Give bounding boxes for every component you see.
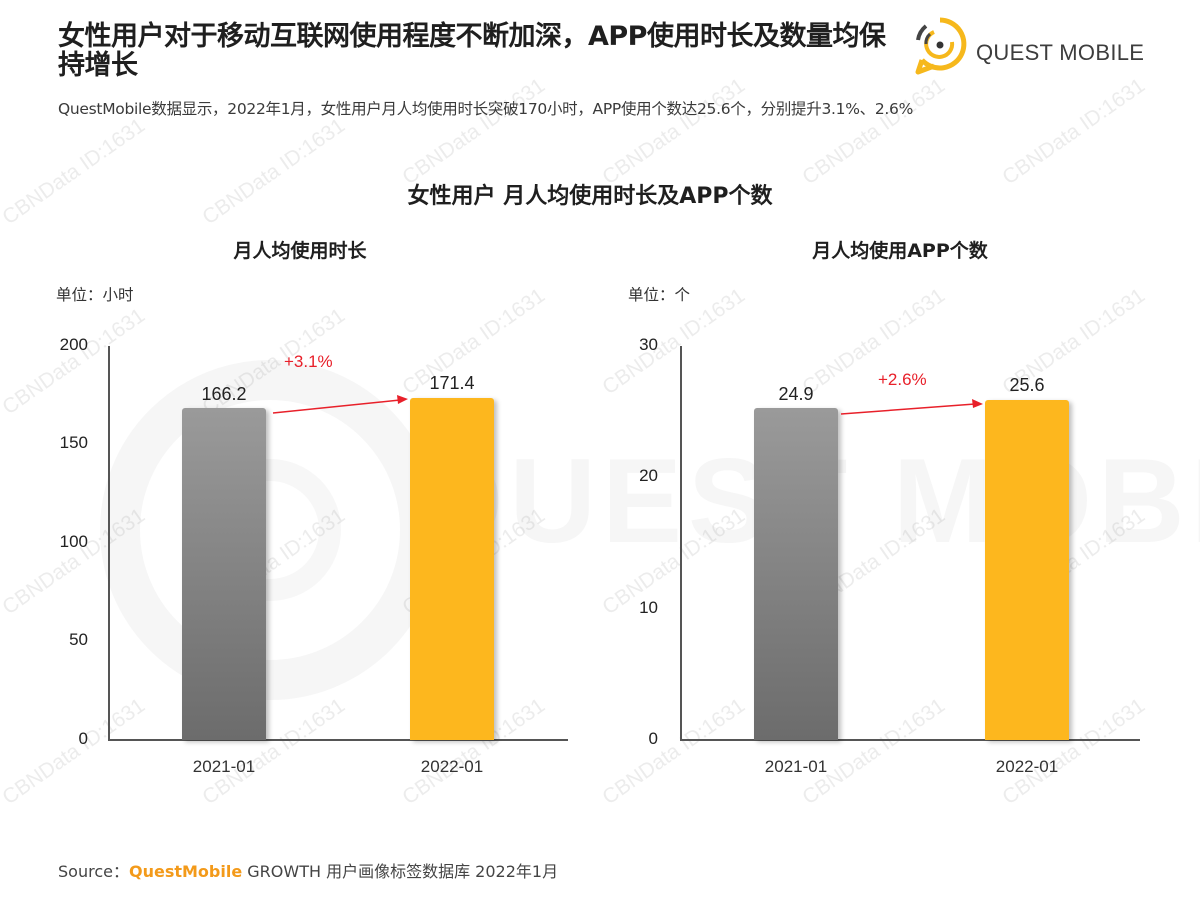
x-label: 2022-01 bbox=[995, 757, 1059, 776]
y-tick: 100 bbox=[59, 532, 88, 551]
y-tick: 50 bbox=[69, 630, 88, 649]
bar-2022-01 bbox=[410, 398, 494, 740]
y-axis bbox=[680, 346, 682, 740]
x-label: 2021-01 bbox=[764, 757, 828, 776]
y-tick: 30 bbox=[639, 335, 658, 354]
bar-2021-01 bbox=[754, 408, 838, 740]
unit-label: 单位：小时 bbox=[56, 286, 134, 304]
x-axis bbox=[108, 739, 568, 741]
y-tick: 0 bbox=[78, 729, 88, 748]
bar-value-label: 25.6 bbox=[1009, 375, 1045, 395]
y-tick: 20 bbox=[639, 466, 658, 485]
panel-title: 月人均使用时长 bbox=[233, 240, 367, 262]
y-tick: 200 bbox=[59, 335, 88, 354]
source-rest: GROWTH 用户画像标签数据库 2022年1月 bbox=[242, 862, 559, 881]
source-brand: QuestMobile bbox=[128, 862, 243, 881]
source-note: Source：QuestMobile GROWTH 用户画像标签数据库 2022… bbox=[58, 858, 558, 882]
panel-title: 月人均使用APP个数 bbox=[812, 240, 988, 262]
y-tick: 0 bbox=[648, 729, 658, 748]
page-subtitle: QuestMobile数据显示，2022年1月，女性用户月人均使用时长突破170… bbox=[58, 100, 914, 118]
page-title: 女性用户对于移动互联网使用程度不断加深，APP使用时长及数量均保持增长 bbox=[58, 21, 886, 81]
y-axis bbox=[108, 346, 110, 740]
y-tick: 10 bbox=[639, 598, 658, 617]
x-label: 2021-01 bbox=[192, 757, 256, 776]
bar-value-label: 166.2 bbox=[201, 384, 247, 404]
questmobile-logo-icon bbox=[915, 17, 967, 75]
growth-label: +2.6% bbox=[878, 370, 927, 389]
chart-main-title: 女性用户 月人均使用时长及APP个数 bbox=[407, 184, 773, 209]
bar-2021-01 bbox=[182, 408, 266, 740]
questmobile-logo: QUEST MOBILE bbox=[908, 14, 1153, 76]
bar-2022-01 bbox=[985, 400, 1069, 740]
source-prefix: Source： bbox=[58, 862, 129, 881]
unit-label: 单位：个 bbox=[628, 286, 691, 304]
growth-label: +3.1% bbox=[284, 352, 333, 371]
x-axis bbox=[680, 739, 1140, 741]
logo-text: QUEST MOBILE bbox=[976, 40, 1145, 65]
y-tick: 150 bbox=[59, 433, 88, 452]
bar-value-label: 24.9 bbox=[778, 384, 814, 404]
bar-value-label: 171.4 bbox=[429, 373, 475, 393]
x-label: 2022-01 bbox=[420, 757, 484, 776]
